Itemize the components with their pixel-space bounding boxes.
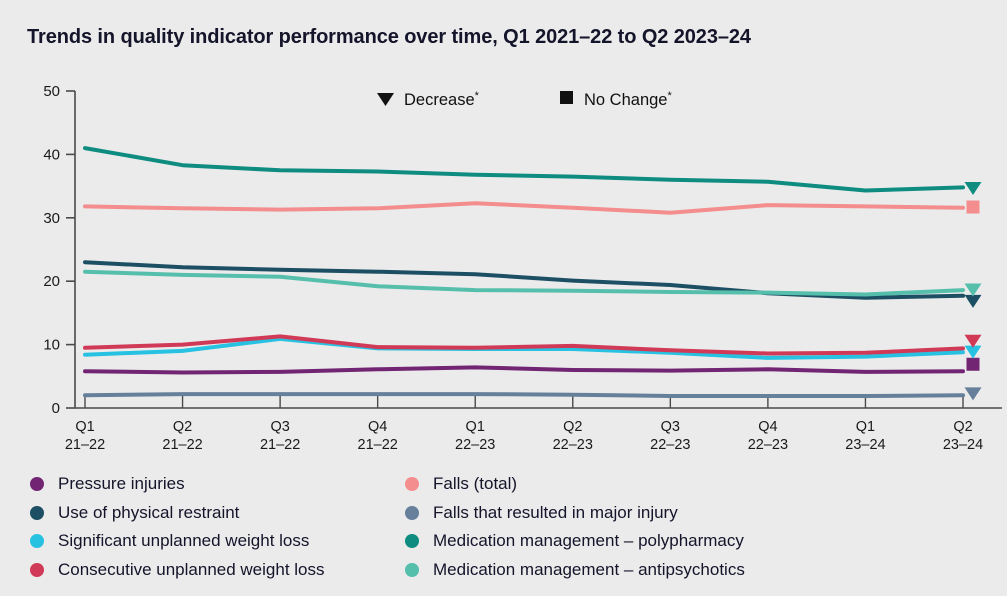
decrease-marker-icon-consecutive-weight-loss <box>964 334 982 348</box>
legend-swatch-icon <box>30 505 44 520</box>
decrease-marker-icon-falls-major-injury <box>964 387 982 401</box>
x-axis-label-year: 22–23 <box>650 437 690 453</box>
x-axis-label-quarter: Q3 <box>661 419 680 435</box>
legend-item: Falls that resulted in major injury <box>405 499 745 528</box>
legend-item: Falls (total) <box>405 470 745 499</box>
legend-label: Falls (total) <box>433 474 518 494</box>
series-line-falls-total <box>83 201 965 215</box>
y-axis-tick-label: 40 <box>43 146 60 163</box>
legend-label: Consecutive unplanned weight loss <box>58 559 325 579</box>
legend-item: Use of physical restraint <box>30 499 405 528</box>
legend-label: Pressure injuries <box>58 474 185 494</box>
legend-swatch-icon <box>405 477 419 492</box>
series-line-consecutive-weight-loss <box>83 334 965 356</box>
legend-label: Medication management – polypharmacy <box>433 531 744 551</box>
legend-swatch-icon <box>30 534 44 549</box>
y-axis-tick-label: 20 <box>43 273 60 290</box>
x-axis-label-quarter: Q2 <box>953 419 972 435</box>
y-axis-tick-label: 0 <box>52 400 60 417</box>
legend-swatch-icon <box>405 562 419 577</box>
y-axis-tick-label: 10 <box>43 337 60 354</box>
x-axis-label-quarter: Q1 <box>856 419 875 435</box>
legend-item: Medication management – antipsychotics <box>405 556 745 585</box>
axes <box>74 91 1002 409</box>
no-change-label: No Change* <box>584 90 672 109</box>
x-axis-label-year: 21–22 <box>260 437 300 453</box>
x-axis-label-quarter: Q1 <box>466 419 485 435</box>
x-axis-label-quarter: Q1 <box>75 419 94 435</box>
legend-item: Consecutive unplanned weight loss <box>30 556 405 585</box>
x-axis-label-year: 23–24 <box>943 437 983 453</box>
x-axis-label-year: 21–22 <box>162 437 202 453</box>
x-axis-label-year: 22–23 <box>455 437 495 453</box>
legend-swatch-icon <box>405 505 419 520</box>
series-line-antipsychotics <box>83 269 965 297</box>
legend-column-2: Falls (total) Falls that resulted in majo… <box>405 470 745 584</box>
legend-label: Falls that resulted in major injury <box>433 502 678 522</box>
series-line-significant-weight-loss <box>83 336 965 360</box>
x-axis-label-year: 21–22 <box>358 437 398 453</box>
x-axis-label-year: 22–23 <box>748 437 788 453</box>
y-axis-tick-label: 30 <box>43 210 60 227</box>
chart-title: Trends in quality indicator performance … <box>27 26 751 48</box>
x-axis-label-quarter: Q2 <box>173 419 192 435</box>
decrease-marker-icon-antipsychotics <box>964 283 982 297</box>
x-axis-label-quarter: Q3 <box>270 419 289 435</box>
chart-legend: Pressure injuries Use of physical restrai… <box>30 470 745 584</box>
decrease-marker-icon-polypharmacy <box>964 182 982 196</box>
x-axis-label-quarter: Q4 <box>368 419 387 435</box>
x-axis-label-quarter: Q2 <box>563 419 582 435</box>
decrease-marker-icon-physical-restraint <box>964 294 982 308</box>
no-change-square-icon <box>560 91 573 104</box>
legend-swatch-icon <box>30 477 44 492</box>
legend-item: Significant unplanned weight loss <box>30 527 405 556</box>
legend-item: Medication management – polypharmacy <box>405 527 745 556</box>
decrease-label: Decrease* <box>404 90 480 109</box>
decrease-marker-icon-significant-weight-loss <box>964 345 982 359</box>
legend-item: Pressure injuries <box>30 470 405 499</box>
series-line-polypharmacy <box>83 146 965 193</box>
no-change-marker-icon-pressure-injuries <box>966 357 980 371</box>
legend-swatch-icon <box>30 562 44 577</box>
trend-line-chart: 0 10 20 30 40 50 Q1 21–22 Q2 21–22 Q3 21–22 Q4 21–22 Q… <box>43 83 1002 453</box>
series-line-falls-major-injury <box>83 392 965 398</box>
series-line-pressure-injuries <box>83 365 965 375</box>
legend-label: Use of physical restraint <box>58 502 240 522</box>
x-axis-label-quarter: Q4 <box>758 419 777 435</box>
y-axis-tick-label: 50 <box>43 83 60 100</box>
x-axis-label-year: 22–23 <box>553 437 593 453</box>
legend-label: Significant unplanned weight loss <box>58 531 310 551</box>
legend-label: Medication management – antipsychotics <box>433 559 745 579</box>
legend-swatch-icon <box>405 534 419 549</box>
no-change-marker-icon-falls-total <box>966 200 980 214</box>
x-axis-label-year: 23–24 <box>845 437 885 453</box>
legend-column-1: Pressure injuries Use of physical restrai… <box>30 470 405 584</box>
x-axis-label-year: 21–22 <box>65 437 105 453</box>
decrease-triangle-icon <box>377 93 394 106</box>
